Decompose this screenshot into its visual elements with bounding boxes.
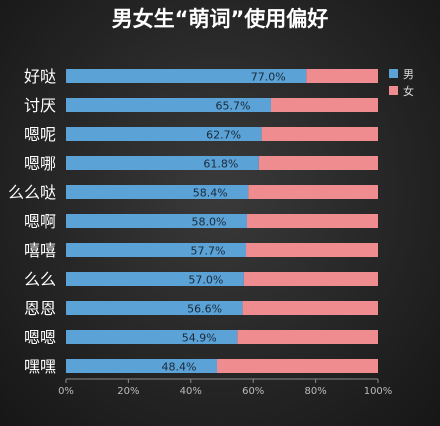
category-label: 讨厌 — [24, 96, 56, 115]
category-label: 嗯呢 — [24, 125, 56, 144]
bar-female — [258, 156, 378, 170]
legend-label-male: 男 — [403, 68, 414, 81]
x-tick-label: 20% — [117, 386, 139, 397]
data-label: 56.6% — [187, 303, 222, 316]
bar-female — [242, 301, 378, 315]
bar-male — [66, 330, 238, 344]
x-tick-label: 0% — [58, 386, 74, 397]
bar-male — [66, 69, 307, 83]
category-label: 嗯哪 — [24, 154, 56, 173]
category-label: 恩恩 — [24, 299, 56, 318]
category-label: 么么 — [24, 270, 56, 289]
data-label: 57.7% — [191, 245, 226, 258]
legend-label-female: 女 — [403, 84, 414, 98]
category-label: 嗯嗯 — [24, 328, 56, 347]
data-label: 77.0% — [251, 71, 286, 84]
data-label: 54.9% — [182, 332, 217, 345]
bar-female — [237, 330, 378, 344]
data-label: 58.0% — [191, 216, 226, 229]
bar-male — [66, 214, 247, 228]
category-label: 嘿嘿 — [24, 357, 56, 376]
x-tick-label: 60% — [242, 386, 264, 397]
bar-female — [270, 98, 378, 112]
bar-male — [66, 272, 244, 286]
category-label: 嗯啊 — [24, 212, 56, 231]
chart-title: 男女生“萌词”使用偏好 — [112, 7, 329, 31]
bar-male — [66, 185, 249, 199]
bar-female — [246, 214, 378, 228]
data-label: 58.4% — [193, 187, 228, 200]
bar-female — [306, 69, 378, 83]
data-label: 62.7% — [206, 129, 241, 142]
bar-female — [248, 185, 378, 199]
legend-swatch-female — [389, 86, 398, 95]
bars-layer: 77.0% 65.7% 62.7% 61.8% 58.4% 58.0% 57.7% 57.0%… — [66, 69, 378, 374]
bar-male — [66, 98, 271, 112]
bar-male — [66, 127, 262, 141]
x-tick-label: 100% — [364, 386, 393, 397]
data-label: 48.4% — [162, 361, 197, 374]
category-label: 好哒 — [24, 67, 56, 86]
bar-female — [261, 127, 378, 141]
bar-male — [66, 243, 247, 257]
bar-male — [66, 301, 243, 315]
category-label: 嘻嘻 — [24, 241, 56, 260]
bar-female — [217, 359, 378, 373]
legend-swatch-male — [389, 69, 398, 78]
data-label: 57.0% — [188, 274, 223, 287]
bar-male — [66, 156, 259, 170]
x-tick-label: 80% — [304, 386, 326, 397]
bar-female — [243, 272, 378, 286]
data-label: 65.7% — [216, 100, 251, 113]
legend: 男女 — [389, 68, 414, 98]
x-tick-label: 40% — [180, 386, 202, 397]
x-axis: 0% 20% 40% 60% 80% 100% — [58, 378, 393, 397]
category-label: 么么哒 — [8, 183, 56, 202]
bar-female — [246, 243, 378, 257]
data-label: 61.8% — [203, 158, 238, 171]
bar-male — [66, 359, 218, 373]
